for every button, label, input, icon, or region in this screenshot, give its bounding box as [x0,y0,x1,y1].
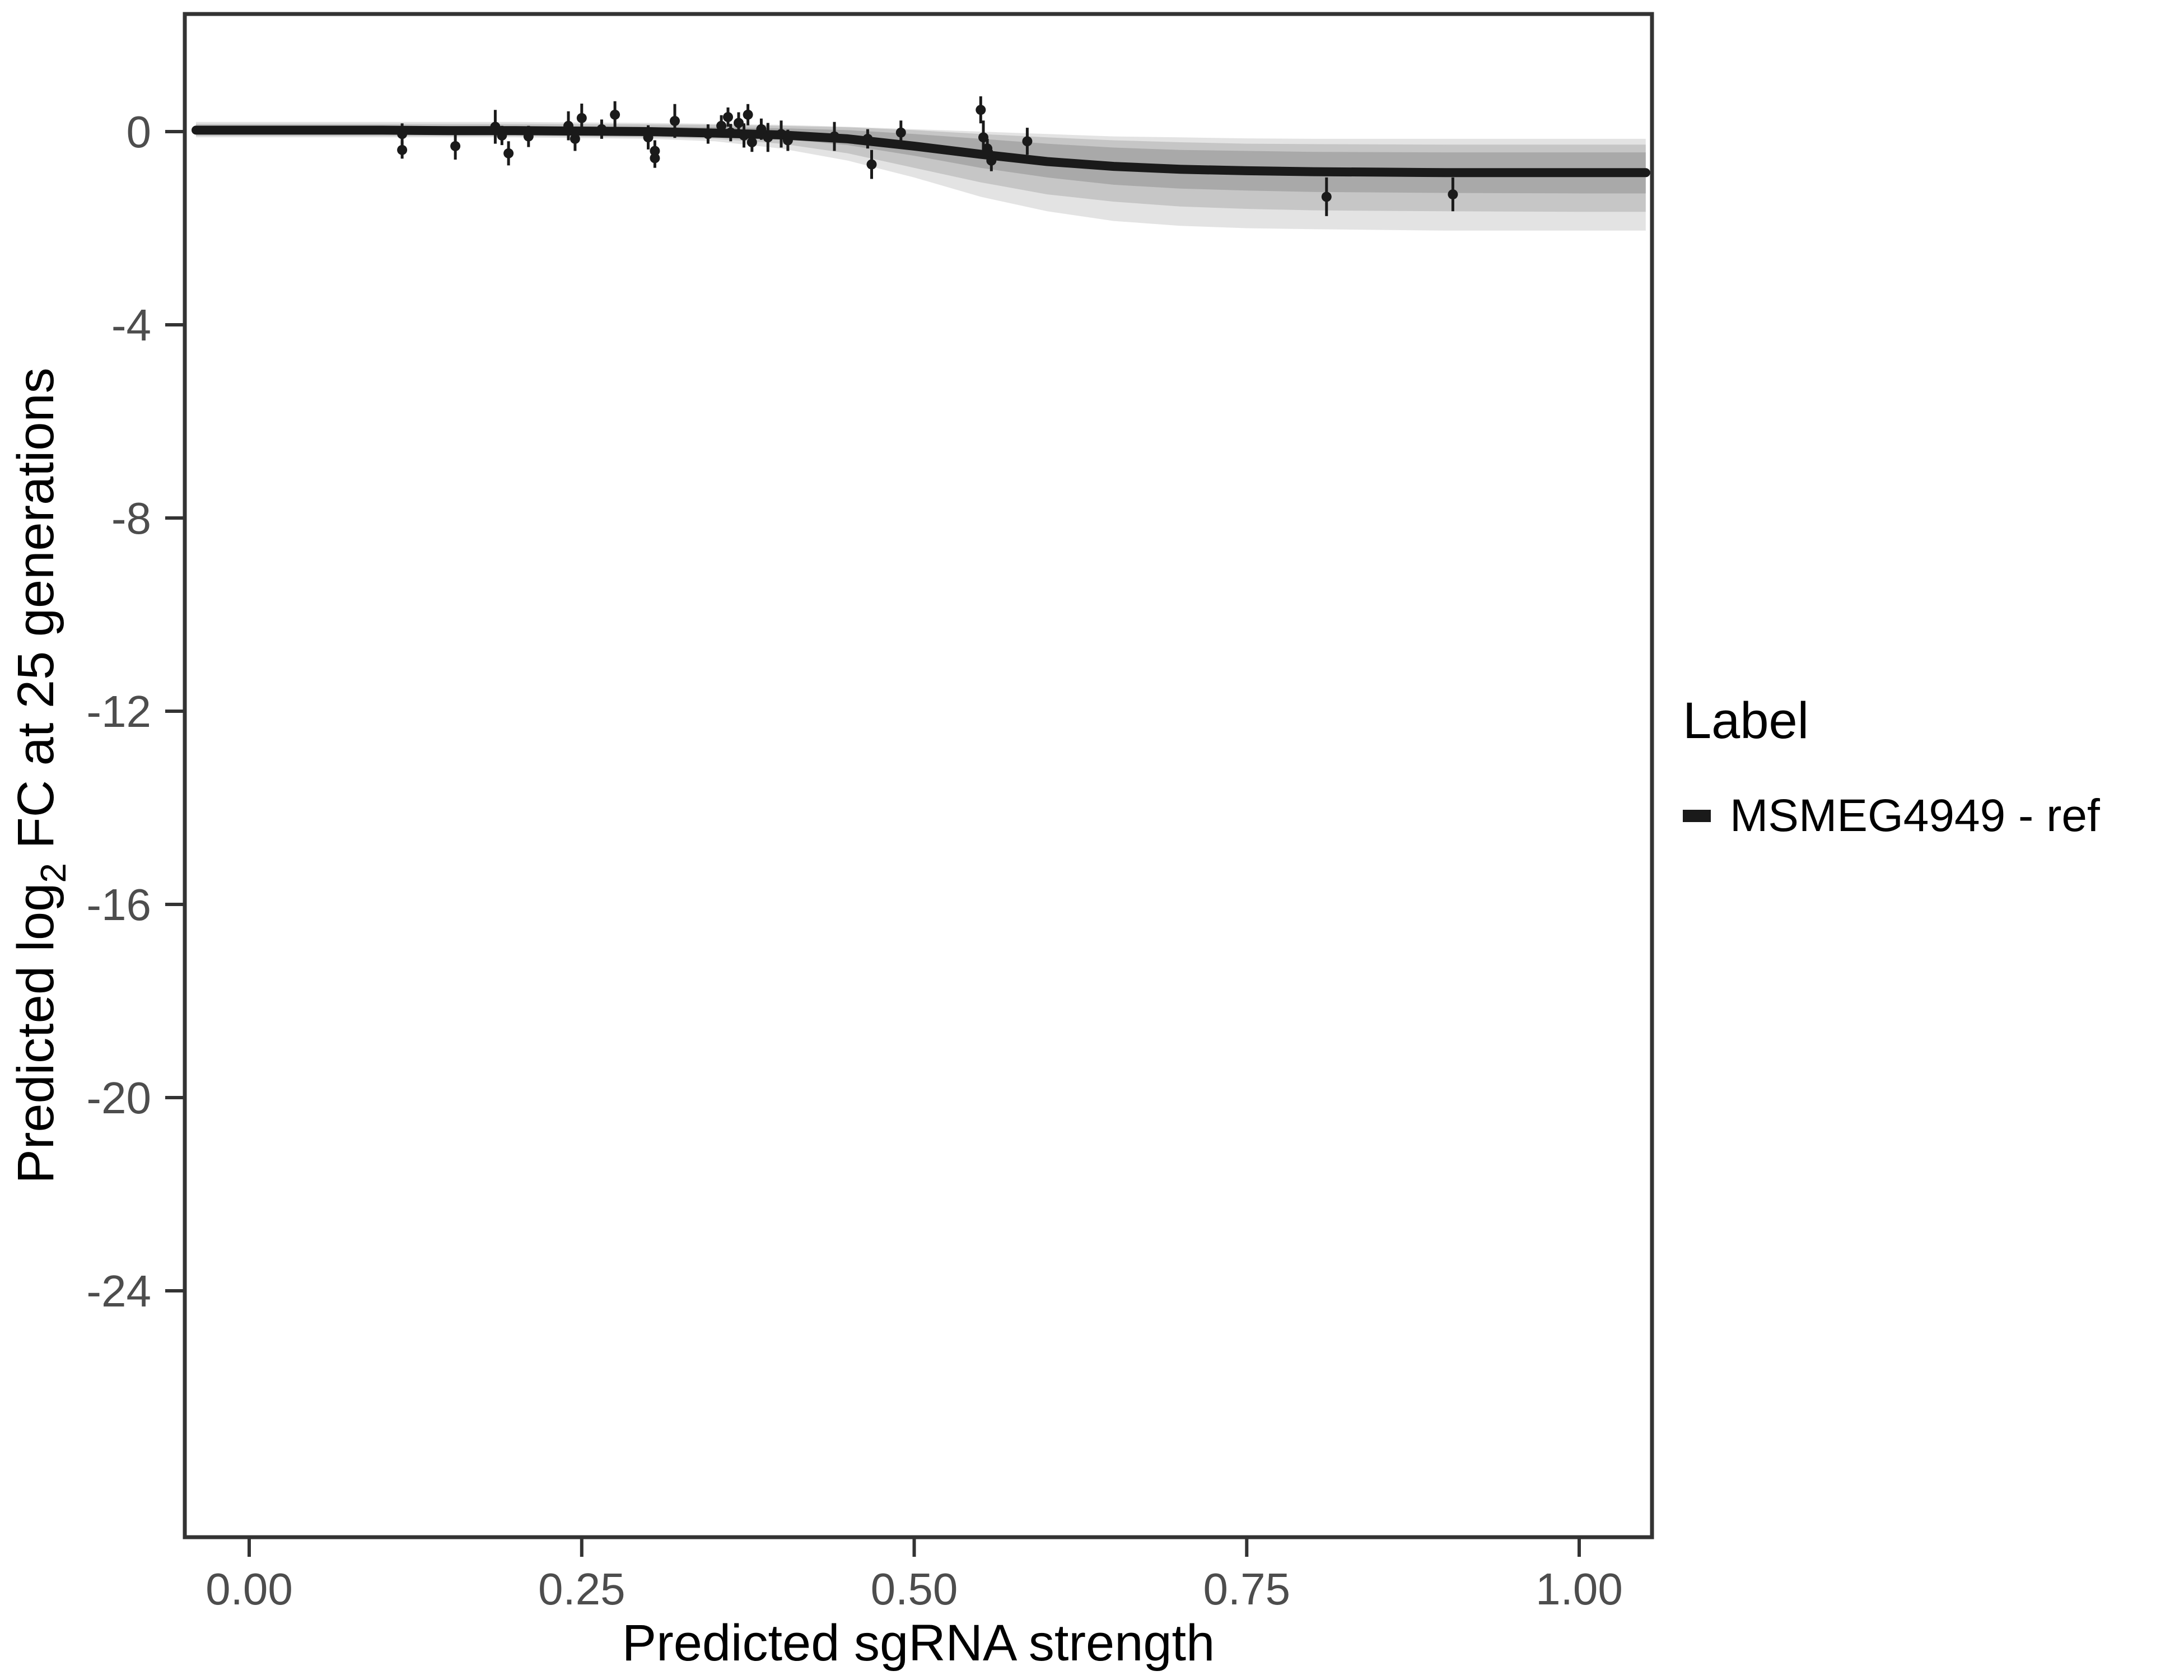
data-point [763,132,773,143]
data-point [895,127,906,138]
x-tick-label: 0.75 [1203,1564,1290,1614]
data-point [986,155,997,166]
legend: Label MSMEG4949 - ref [1683,692,2100,842]
y-axis-label-post: FC at 25 generations [7,367,64,863]
fit-line [192,125,1650,178]
data-point [610,109,620,120]
data-point [976,105,986,115]
y-axis-label-subscript: 2 [33,863,73,883]
data-point [862,133,873,144]
y-tick-label: -8 [111,493,151,543]
data-point [734,118,744,128]
data-point [716,120,727,131]
x-tick-label: 0.25 [538,1564,626,1614]
data-point [497,130,507,141]
data-point [490,122,501,132]
data-point [739,130,749,141]
fit-line-path [192,125,1650,178]
data-point [982,143,993,154]
data-point [670,116,680,126]
data-point [643,132,654,143]
confidence-bands [196,122,1646,231]
data-point [746,137,757,147]
x-tick-label: 0.00 [206,1564,293,1614]
data-point [776,129,786,139]
data-point [725,127,736,138]
data-point [866,159,877,170]
x-tick-label: 1.00 [1536,1564,1623,1614]
data-point [756,124,767,134]
x-tick-label: 0.50 [871,1564,958,1614]
outer-credible-band [196,122,1646,231]
data-point [570,133,580,144]
data-points [397,96,1458,216]
legend-entry: MSMEG4949 - ref [1683,790,2100,842]
data-point [397,144,408,155]
legend-key-line-icon [1683,810,1711,822]
data-point [978,132,988,143]
data-point [723,112,733,123]
data-point [576,113,587,123]
x-axis-label: Predicted sgRNA strength [622,1614,1215,1672]
data-point [450,141,461,151]
data-point [703,129,713,139]
data-point [523,131,534,142]
data-point [397,129,408,139]
y-axis-ticks: 0 -4 -8 -12 -16 -20 -24 [86,107,185,1316]
data-point [503,148,514,158]
plot-panel-border [183,12,1654,1539]
data-point [1448,189,1458,200]
legend-title: Label [1683,692,1809,749]
data-point [1022,136,1033,147]
data-point [782,135,793,146]
y-tick-label: -24 [86,1266,151,1316]
data-point [743,109,753,120]
data-point [596,124,607,134]
y-tick-label: -20 [86,1073,151,1123]
y-axis-label-pre: Predicted log [7,883,64,1184]
y-tick-label: -12 [86,687,151,736]
data-point [563,120,573,131]
data-point [1321,192,1332,202]
y-axis-label: Predicted log2 FC at 25 generations [7,367,73,1183]
y-tick-label: -16 [86,880,151,930]
legend-entry-label: MSMEG4949 - ref [1730,790,2100,841]
inner-credible-band [196,125,1646,194]
data-point [829,131,839,142]
x-axis-ticks: 0.00 0.25 0.50 0.75 1.00 [206,1537,1623,1614]
y-tick-label: 0 [127,107,152,157]
y-tick-label: -4 [111,300,151,350]
data-point [650,153,660,164]
